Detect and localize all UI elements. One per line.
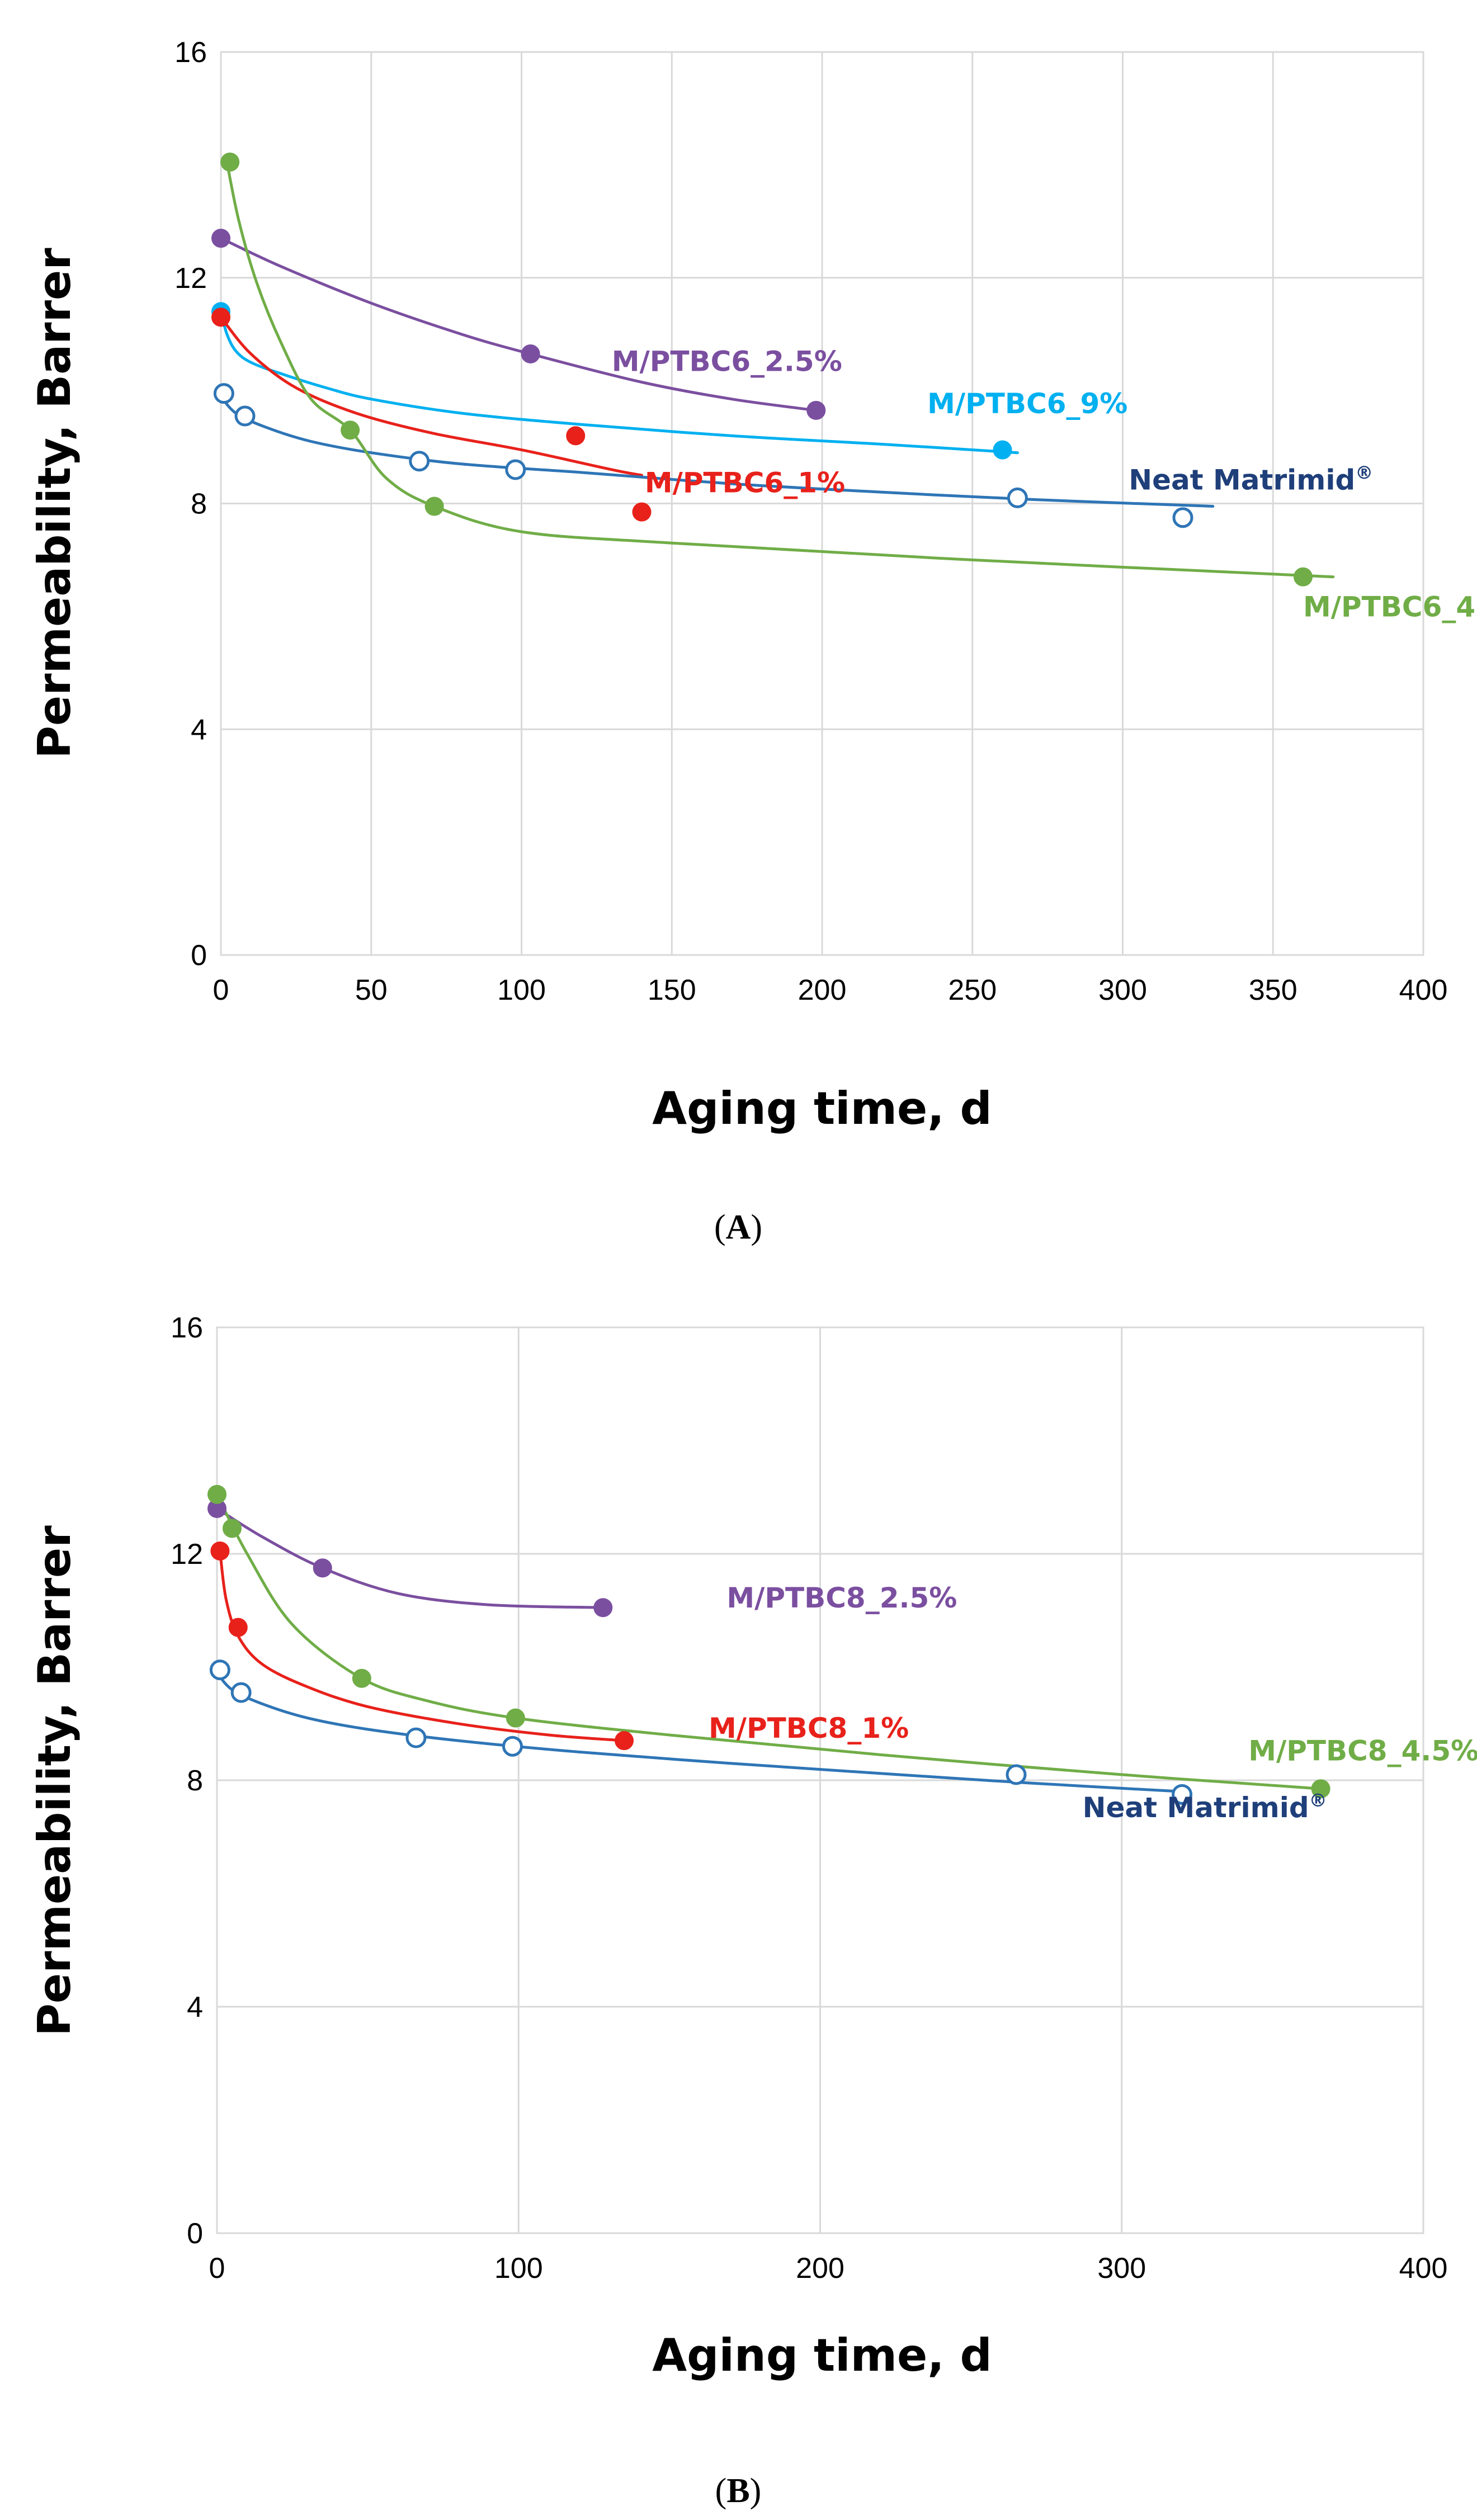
data-point-neat-matrimid [209,1659,230,1681]
series-labels: M/PTBC6_2.5% M/PTBC6_9% M/PTBC6_1% Neat Mat… [612,345,1477,623]
data-point-m-ptbc6-4-5 [220,152,240,172]
data-point-m-ptbc6-2-5 [211,229,230,248]
gridlines [217,1327,1423,2233]
data-point-m-ptbc6-2-5 [806,400,826,420]
data-point-neat-matrimid [213,383,234,404]
series-label-m-ptbc6-4-5: M/PTBC6_4.5% [1303,590,1477,623]
data-points [211,152,1313,587]
series-label-m-ptbc6-2-5: M/PTBC6_2.5% [612,345,842,377]
data-point-m-ptbc6-4-5 [424,497,444,516]
x-tick-label: 400 [1399,2252,1448,2285]
series-label-m-ptbc8-4-5: M/PTBC8_4.5% [1248,1735,1477,1767]
data-point-neat-matrimid [409,451,430,472]
data-point-neat-matrimid [1007,487,1028,508]
fit-curve-neat-matrimid [215,1671,1184,1793]
data-point-m-ptbc6-2-5 [521,344,540,364]
data-point-m-ptbc8-4-5 [506,1708,525,1728]
fit-curve-neat-matrimid [219,395,1215,508]
data-point-m-ptbc6-4-5 [341,420,360,440]
y-tick-label: 8 [191,488,207,521]
y-tick-label: 12 [174,262,207,295]
data-point-m-ptbc8-1 [210,1541,230,1561]
series-label-neat-matrimid: Neat Matrimid® [1129,462,1373,496]
caption-letter: B [726,2472,749,2510]
x-tick-label: 200 [796,2252,844,2285]
series-labels: M/PTBC8_2.5% M/PTBC8_1% M/PTBC8_4.5% Neat M… [709,1582,1477,1824]
x-tick-label: 100 [497,974,546,1006]
data-point-neat-matrimid [405,1727,427,1748]
data-point-neat-matrimid [1172,1784,1193,1805]
data-point-m-ptbc8-2-5 [593,1598,613,1618]
data-point-m-ptbc8-4-5 [1311,1779,1330,1799]
data-point-m-ptbc6-9 [993,440,1012,460]
fit-curves [215,1493,1323,1793]
fit-curve-m-ptbc8-4-5 [215,1493,1323,1790]
y-tick-label: 8 [187,1765,203,1797]
fit-curve-m-ptbc8-2-5 [215,1507,605,1609]
y-tick-label: 4 [187,1991,203,2023]
caption-letter: A [726,1208,751,1246]
fit-curve-m-ptbc8-1 [218,1549,626,1742]
y-tick-label: 0 [191,939,207,972]
y-axis-title: Permeability, Barrer [29,1525,81,2036]
data-point-neat-matrimid [502,1736,523,1757]
axes: 0 4 8 12 16 0 50 100 150 200 250 300 350 400 [174,36,1447,1006]
x-tick-label: 50 [355,974,388,1006]
x-tick-label: 300 [1097,2252,1146,2285]
series-label-m-ptbc8-2-5: M/PTBC8_2.5% [726,1582,957,1614]
series-label-m-ptbc8-1: M/PTBC8_1% [709,1712,909,1744]
x-axis-title: Aging time, d [652,1082,992,1134]
data-point-neat-matrimid [230,1682,252,1703]
data-point-m-ptbc8-4-5 [222,1519,242,1538]
x-tick-label: 0 [213,974,229,1006]
data-point-neat-matrimid [1006,1764,1027,1785]
x-tick-label: 400 [1399,974,1448,1006]
y-axis-title: Permeability, Barrer [29,248,81,759]
axes: 0 4 8 12 16 0 100 200 300 400 [171,1312,1447,2285]
gridlines [221,52,1423,955]
y-tick-label: 4 [191,713,207,746]
fit-curve-m-ptbc6-1 [219,315,643,477]
data-point-m-ptbc6-1 [632,502,652,522]
data-point-m-ptbc6-1 [566,426,586,446]
series-label-m-ptbc6-9: M/PTBC6_9% [927,387,1127,420]
y-tick-label: 16 [171,1312,203,1344]
x-tick-label: 250 [948,974,997,1006]
y-tick-label: 0 [187,2218,203,2250]
data-point-neat-matrimid [1172,507,1193,528]
data-point-m-ptbc8-4-5 [352,1668,371,1688]
x-tick-label: 150 [648,974,696,1006]
data-point-m-ptbc8-2-5 [313,1558,332,1578]
panel-caption-b: (B) [715,2472,762,2510]
data-point-m-ptbc8-1 [614,1731,634,1751]
y-tick-label: 16 [174,36,207,69]
x-tick-label: 0 [209,2252,225,2285]
chart-panel-a: 0 4 8 12 16 0 50 100 150 200 250 300 350 400 M/PTBC6_… [29,36,1477,1246]
data-point-m-ptbc8-1 [228,1618,248,1637]
series-label-m-ptbc6-1: M/PTBC6_1% [645,466,845,499]
data-point-m-ptbc6-4-5 [1294,567,1313,587]
x-tick-label: 350 [1249,974,1297,1006]
data-point-neat-matrimid [234,405,256,427]
data-point-m-ptbc8-4-5 [207,1484,226,1504]
x-tick-label: 100 [494,2252,543,2285]
x-axis-title: Aging time, d [652,2329,992,2381]
data-points [207,1484,1330,1805]
data-point-m-ptbc6-1 [211,308,230,327]
x-tick-label: 300 [1098,974,1147,1006]
x-tick-label: 200 [798,974,847,1006]
y-tick-label: 12 [171,1538,203,1571]
fit-curve-m-ptbc6-9 [219,310,1019,455]
fit-curve-m-ptbc6-2-5 [219,237,818,412]
series-label-neat-matrimid: Neat Matrimid® [1083,1790,1327,1824]
data-point-neat-matrimid [505,459,526,480]
panel-caption-a: (A) [714,1208,762,1246]
